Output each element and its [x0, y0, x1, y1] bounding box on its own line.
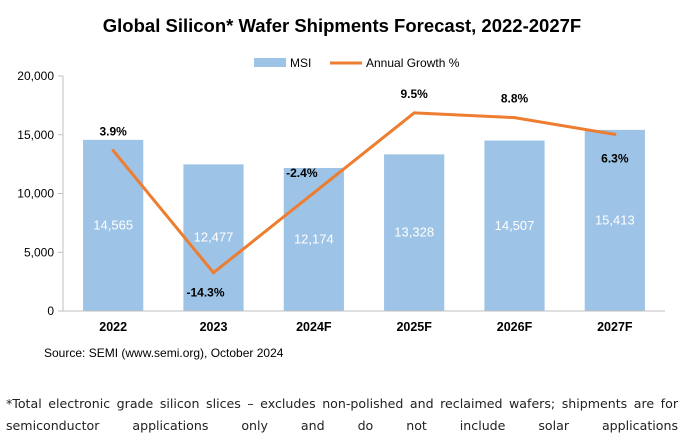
growth-point: [111, 149, 115, 153]
growth-value-label: 9.5%: [400, 87, 428, 101]
bar-value-label: 12,174: [294, 231, 334, 246]
bar-value-label: 13,328: [394, 225, 434, 240]
x-tick-label: 2025F: [396, 320, 432, 334]
growth-point: [412, 111, 416, 115]
wafer-shipments-chart: Global Silicon* Wafer Shipments Forecast…: [17, 15, 665, 360]
growth-point: [513, 116, 516, 120]
bar-2025F: [384, 154, 445, 311]
x-axis: 2022 2023 2024F 2025F 2026F 2027F: [63, 310, 665, 334]
bar-value-label: 15,413: [595, 212, 635, 227]
x-tick-label: 2024F: [296, 320, 332, 334]
growth-point: [212, 271, 215, 275]
y-tick-label: 5,000: [24, 245, 54, 259]
footnote: *Total electronic grade silicon slices –…: [6, 396, 678, 433]
growth-value-label: 6.3%: [601, 151, 629, 165]
legend: MSI Annual Growth %: [254, 56, 460, 70]
bar-2023: [183, 164, 244, 311]
bar-value-label: 14,507: [495, 218, 535, 233]
y-axis: 0 5,000 10,000 15,000 20,000: [17, 69, 64, 318]
growth-point: [312, 191, 316, 195]
bar-value-label: 12,477: [194, 230, 234, 245]
growth-value-label: 8.8%: [501, 92, 529, 106]
bar-2026F: [484, 140, 545, 311]
growth-point: [613, 132, 617, 136]
bar-series: 14,565 12,477 12,174 13,328 14,507 15,413: [83, 129, 645, 311]
growth-line: [112, 111, 616, 275]
x-tick-label: 2026F: [497, 320, 533, 334]
growth-value-label: -2.4%: [286, 166, 318, 180]
bar-value-label: 14,565: [93, 217, 133, 232]
legend-label-msi: MSI: [290, 56, 311, 70]
source-note: Source: SEMI (www.semi.org), October 202…: [44, 346, 284, 360]
growth-value-label: -14.3%: [186, 286, 224, 300]
chart-title: Global Silicon* Wafer Shipments Forecast…: [103, 15, 581, 36]
x-tick-label: 2022: [99, 320, 127, 334]
bar-2022: [83, 139, 144, 311]
bar-2027F: [584, 129, 645, 311]
y-tick-label: 10,000: [17, 187, 54, 201]
x-tick-label: 2027F: [597, 320, 633, 334]
growth-value-label: 3.9%: [99, 125, 127, 139]
y-tick-label: 0: [47, 304, 54, 318]
legend-swatch-msi: [254, 58, 286, 67]
y-tick-label: 15,000: [17, 128, 54, 142]
x-tick-label: 2023: [200, 320, 228, 334]
legend-label-growth: Annual Growth %: [366, 56, 460, 70]
growth-line-series: 3.9% -14.3% -2.4% 9.5% 8.8% 6.3%: [99, 87, 628, 300]
y-tick-label: 20,000: [17, 69, 54, 83]
